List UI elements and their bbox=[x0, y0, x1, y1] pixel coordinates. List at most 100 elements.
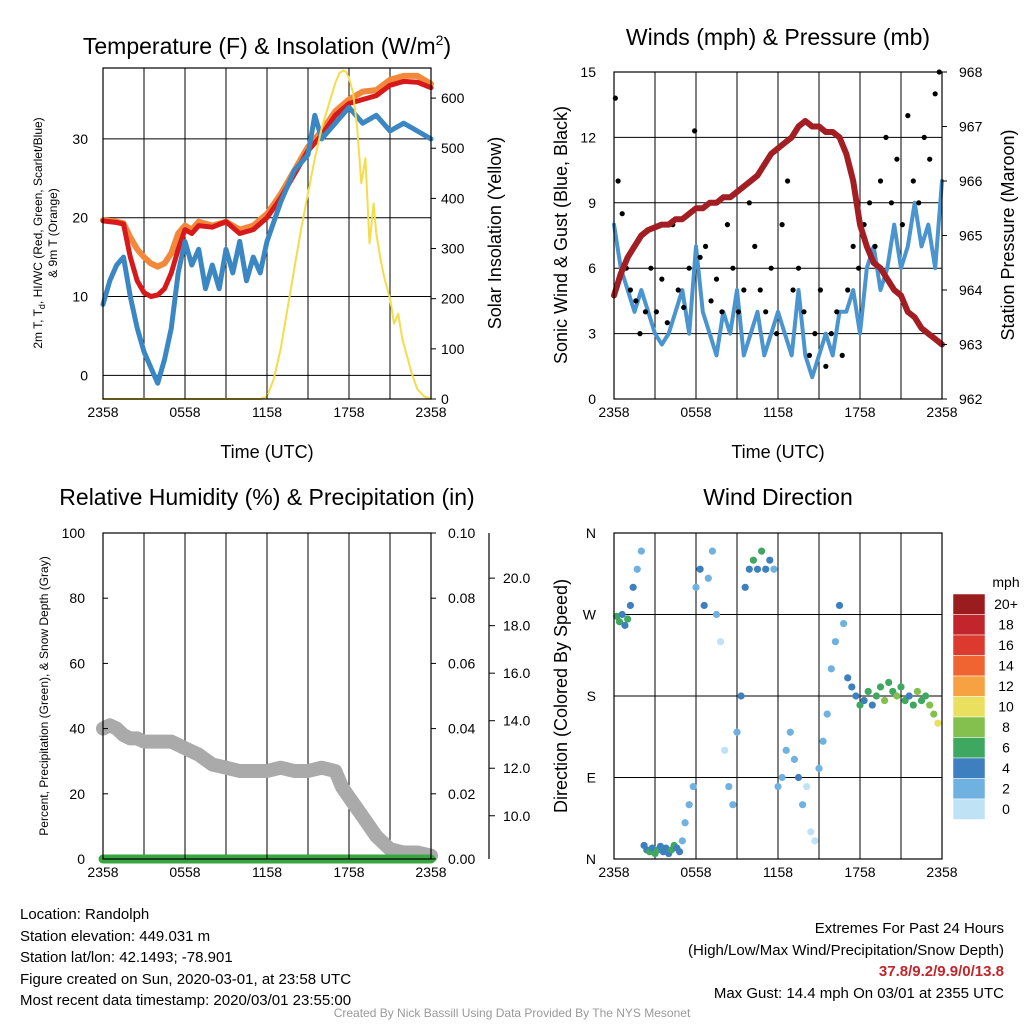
direction-point bbox=[860, 696, 868, 705]
precip-y-tick-label: 0.08 bbox=[448, 590, 475, 606]
gust-point bbox=[752, 243, 758, 249]
winds-y-tick-label: 0 bbox=[588, 391, 596, 407]
direction-point bbox=[909, 701, 917, 709]
gust-point bbox=[921, 134, 927, 140]
gust-point bbox=[839, 352, 845, 358]
legend-swatch bbox=[952, 675, 986, 697]
gust-point bbox=[806, 352, 813, 358]
gust-point bbox=[653, 309, 659, 315]
gust-point bbox=[910, 178, 916, 184]
legend-label: 18 bbox=[998, 617, 1014, 633]
humidity-y-tick-label: 80 bbox=[69, 590, 85, 606]
credit-line: Created By Nick Bassill Using Data Provi… bbox=[333, 1006, 691, 1020]
direction-point bbox=[629, 583, 637, 591]
temperature-y-tick-label: 10 bbox=[72, 289, 88, 305]
insolation-y-axis-label: Solar Insolation (Yellow) bbox=[485, 137, 505, 329]
direction-point bbox=[685, 801, 693, 809]
temperature-y-axis-label: 2m T, Td, HI/WC (Red, Green, Scarlet/Blu… bbox=[31, 117, 47, 348]
gust-point bbox=[633, 298, 639, 304]
legend-label: 12 bbox=[998, 678, 1014, 694]
temperature-y-tick-label: 0 bbox=[80, 367, 88, 383]
extremes-subtitle: (High/Low/Max Wind/Precipitation/Snow De… bbox=[688, 941, 1004, 959]
humidity-y-tick-label: 0 bbox=[77, 851, 85, 867]
humidity-grid bbox=[143, 533, 391, 859]
direction-point bbox=[823, 710, 831, 718]
direction-point bbox=[624, 615, 632, 623]
direction-point bbox=[766, 556, 774, 564]
humidity-x-tick-label: 2358 bbox=[87, 864, 118, 880]
insolation-y-tick-label: 500 bbox=[441, 140, 465, 156]
temperature-series bbox=[100, 69, 434, 400]
direction-point bbox=[827, 665, 835, 673]
gust-point bbox=[619, 211, 625, 217]
direction-point bbox=[633, 565, 641, 573]
direction-point bbox=[913, 687, 922, 696]
direction-point bbox=[656, 842, 665, 850]
max-gust: Max Gust: 14.4 mph On 03/01 at 2355 UTC bbox=[713, 984, 1004, 1002]
legend-swatch bbox=[952, 757, 986, 779]
winds-x-tick-label: 0558 bbox=[680, 404, 711, 420]
gust-point bbox=[812, 331, 818, 337]
direction-point bbox=[733, 728, 741, 736]
winds-series bbox=[611, 69, 945, 380]
direction-point bbox=[835, 601, 844, 610]
humidity-x-tick-label: 1758 bbox=[333, 864, 364, 880]
gust-point bbox=[784, 178, 791, 184]
direction-point bbox=[613, 612, 621, 620]
station-latlon: Station lat/lon: 42.1493; -78.901 bbox=[20, 949, 233, 966]
temperature-title: Temperature (F) & Insolation (W/m2) bbox=[83, 32, 451, 59]
wind-direction-x-tick-label: 2358 bbox=[598, 864, 629, 880]
direction-point bbox=[881, 696, 889, 705]
legend-label: 8 bbox=[1002, 719, 1010, 735]
direction-point bbox=[893, 692, 901, 700]
legend-label: 16 bbox=[998, 637, 1014, 653]
pressure-y-axis-label: Station Pressure (Maroon) bbox=[998, 129, 1018, 340]
gust-point bbox=[850, 243, 856, 249]
direction-point bbox=[749, 556, 758, 564]
speed-color-legend: mph 20+ 18 16 14 12 10 8 6 4 2 0 bbox=[952, 574, 1020, 820]
winds-x-axis-label: Time (UTC) bbox=[731, 442, 824, 462]
station-elevation: Station elevation: 449.031 m bbox=[20, 927, 211, 945]
direction-point bbox=[905, 692, 913, 700]
gust-point bbox=[899, 222, 905, 228]
direction-point bbox=[778, 773, 786, 782]
gust-point bbox=[927, 156, 933, 162]
gust-point bbox=[763, 309, 769, 315]
direction-point bbox=[794, 773, 803, 782]
direction-point bbox=[696, 565, 704, 573]
gust-point bbox=[801, 309, 807, 315]
direction-point bbox=[844, 674, 852, 682]
recent-data-timestamp: Most recent data timestamp: 2020/03/01 2… bbox=[20, 992, 352, 1009]
direction-point bbox=[852, 692, 860, 700]
wind-direction-y-tick-label: N bbox=[586, 851, 596, 867]
gust-point bbox=[724, 222, 731, 228]
direction-point bbox=[626, 601, 635, 610]
legend-swatch bbox=[952, 634, 986, 656]
wind-direction-y-tick-label: W bbox=[583, 607, 597, 623]
humidity-x-tick-label: 1158 bbox=[252, 864, 282, 880]
gust-point bbox=[681, 304, 687, 311]
precip-y-tick-label: 0.06 bbox=[448, 655, 475, 671]
legend-swatch bbox=[952, 655, 986, 677]
extremes-values: 37.8/9.2/9.9/0/13.8 bbox=[878, 963, 1004, 980]
legend-label: 6 bbox=[1002, 740, 1010, 756]
temperature-x-tick-label: 2358 bbox=[87, 404, 118, 420]
direction-point bbox=[621, 621, 629, 629]
direction-point bbox=[840, 619, 848, 628]
direction-point bbox=[762, 565, 770, 573]
direction-point bbox=[872, 692, 881, 700]
direction-point bbox=[689, 782, 697, 791]
pressure-y-tick-label: 963 bbox=[959, 337, 983, 353]
gust-point bbox=[795, 265, 802, 271]
direction-point bbox=[618, 610, 626, 619]
winds-y-tick-label: 6 bbox=[588, 260, 596, 276]
insolation-y-tick-label: 100 bbox=[441, 341, 465, 357]
legend-swatch bbox=[952, 593, 986, 615]
extremes-block: Extremes For Past 24 Hours (High/Low/Max… bbox=[688, 918, 1004, 1004]
winds-panel: Winds (mph) & Pressure (mb) 0 3 6 9 12 15 962 9… bbox=[551, 24, 1018, 462]
direction-point bbox=[681, 819, 689, 827]
gust-point bbox=[828, 331, 834, 337]
gust-point bbox=[872, 243, 878, 249]
winds-y-tick-label: 3 bbox=[588, 326, 596, 342]
